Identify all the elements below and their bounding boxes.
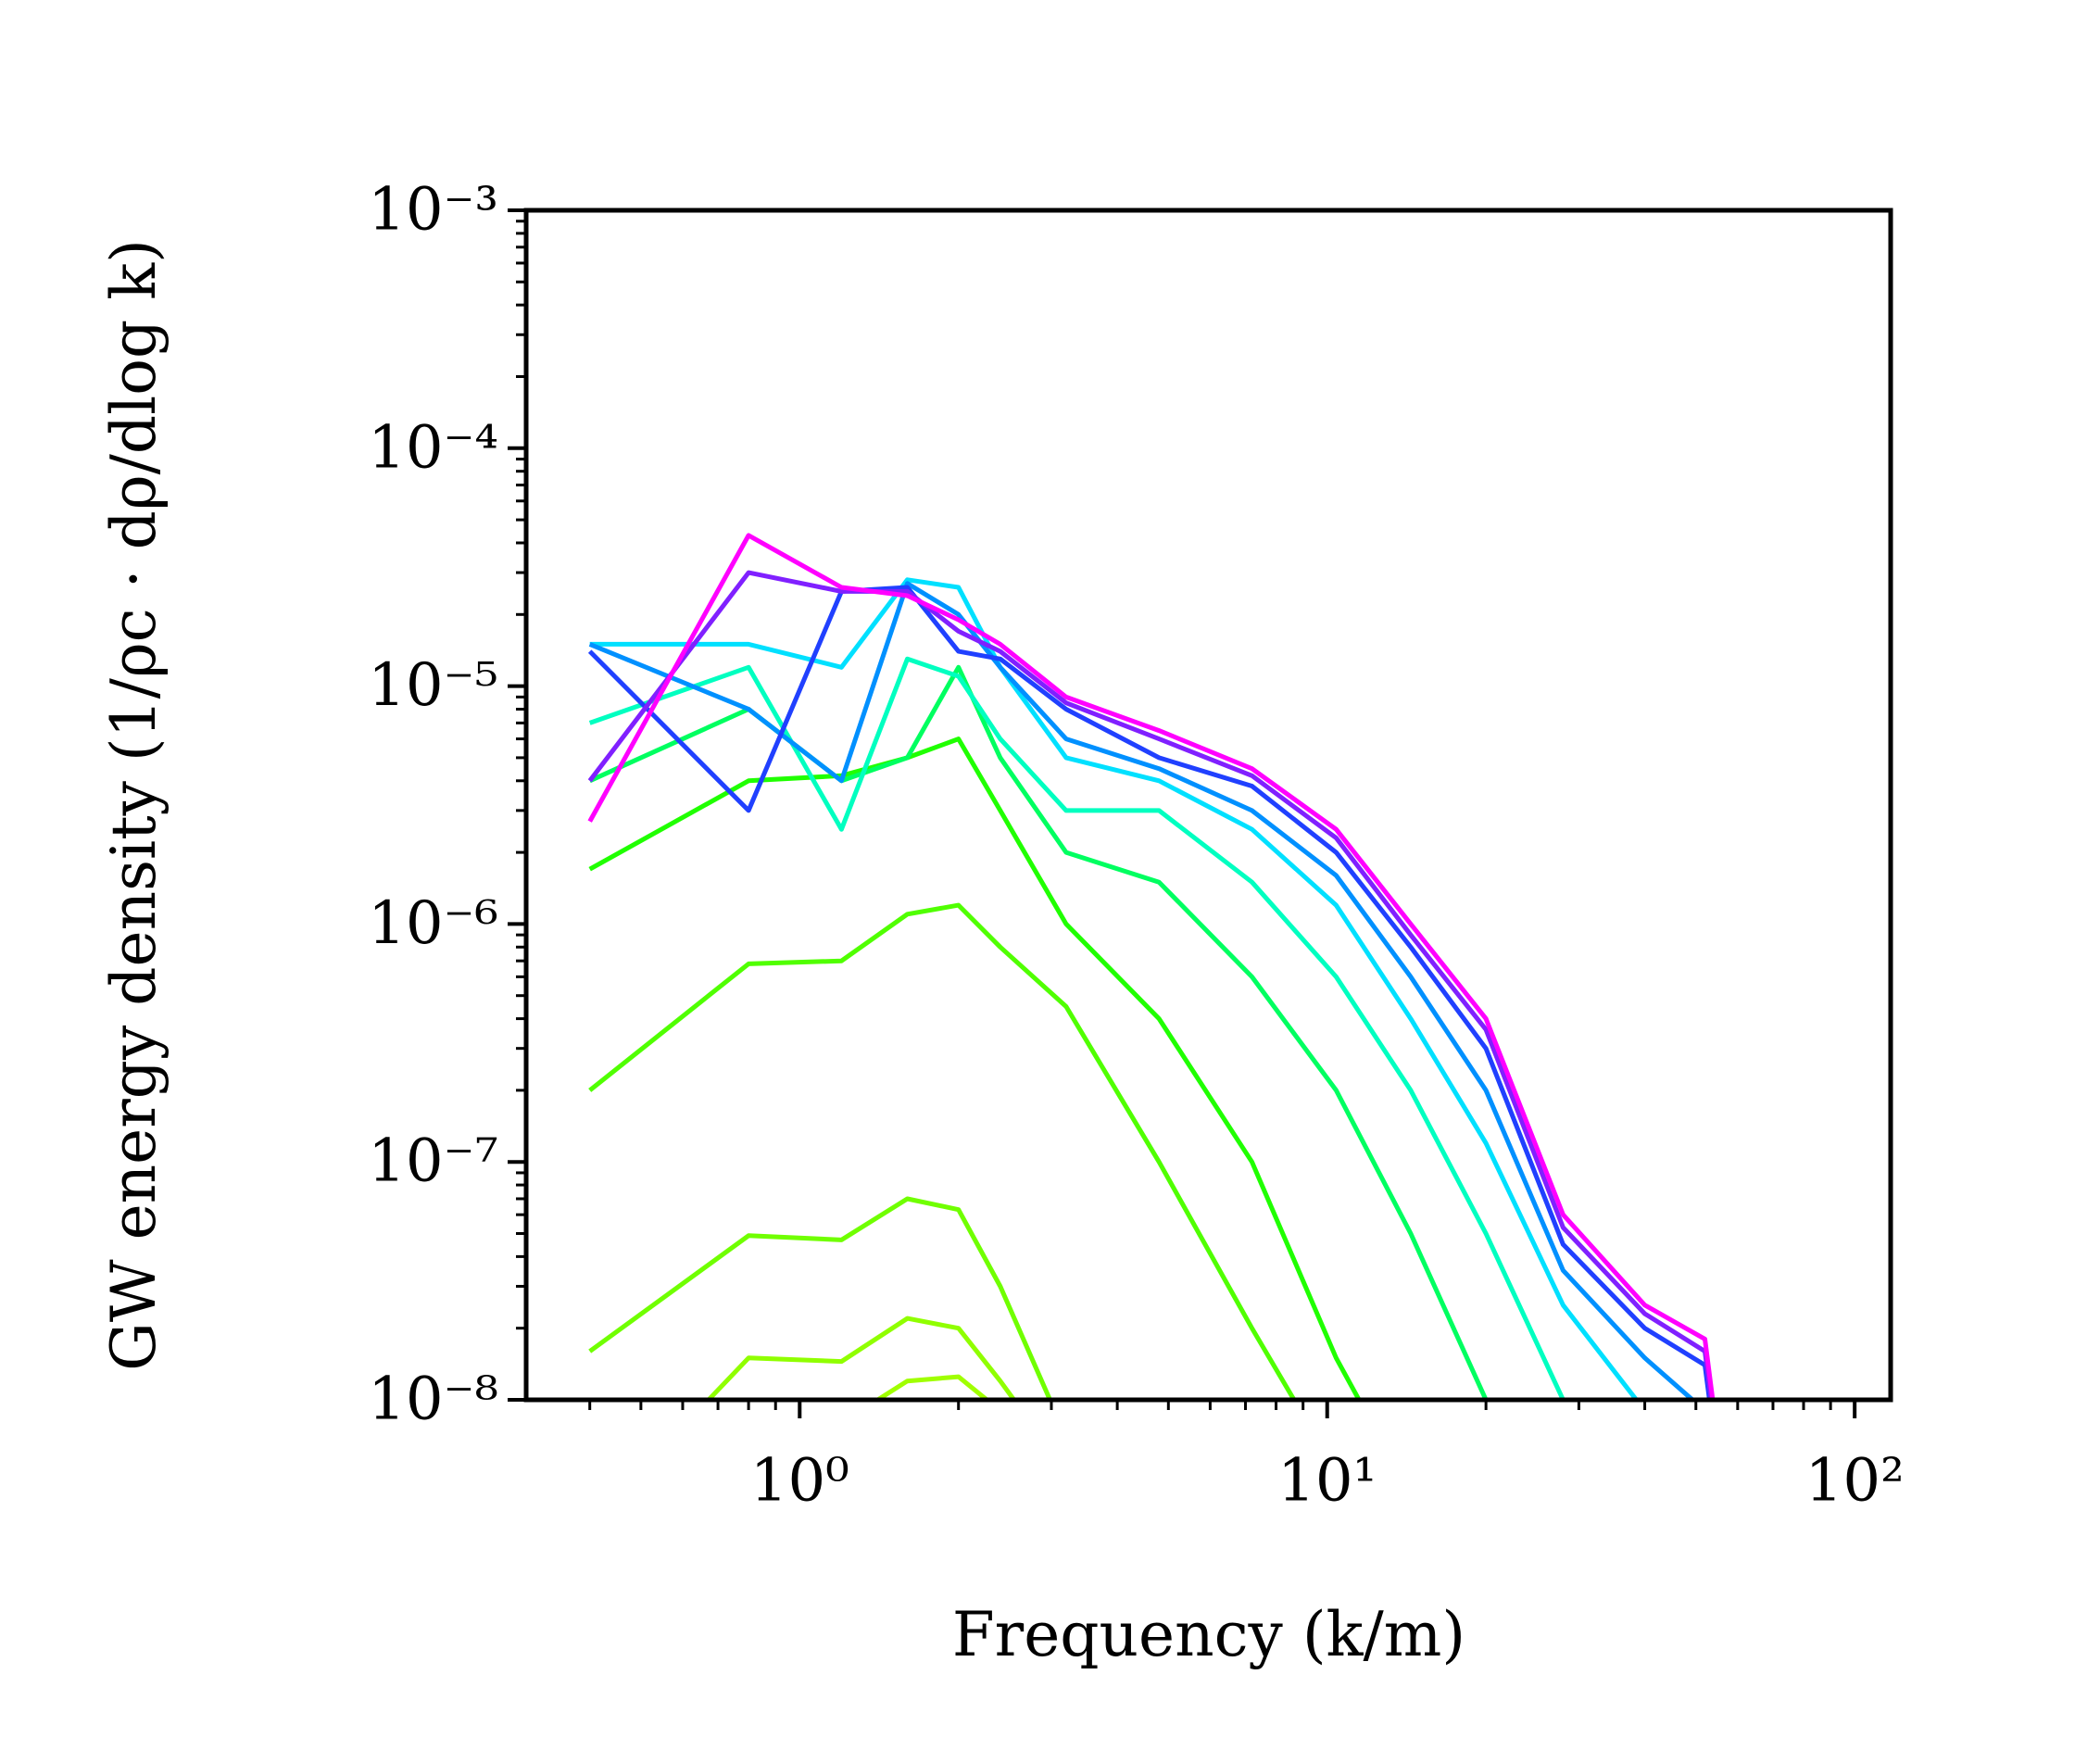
y-tick-label: 10⁻⁸	[368, 1366, 498, 1434]
series-line	[588, 902, 1297, 1400]
series-line	[587, 570, 1714, 1400]
series-line	[589, 577, 1640, 1400]
y-tick-label: 10⁻⁴	[368, 413, 498, 482]
x-tick-label: 10²	[1805, 1447, 1905, 1516]
axes-frame	[523, 208, 1893, 1403]
x-axis-label: Frequency (k/m)	[952, 1599, 1465, 1670]
plot-area	[587, 533, 1716, 1400]
y-tick-label: 10⁻⁶	[368, 889, 498, 958]
series-line	[588, 656, 1566, 1400]
y-tick-label: 10⁻⁷	[368, 1127, 498, 1196]
y-tick-label: 10⁻⁵	[368, 651, 498, 720]
series-line	[588, 581, 1696, 1400]
series-line	[587, 533, 1716, 1400]
y-axis-label: GW energy density (1/ρc · dρ/dlog k)	[98, 239, 170, 1371]
series-line	[588, 664, 1490, 1400]
x-tick-label: 10⁰	[750, 1447, 849, 1516]
series-line	[705, 1316, 1017, 1400]
series-line	[588, 737, 1362, 1400]
x-tick-label: 10¹	[1277, 1447, 1377, 1516]
series-line	[588, 1196, 1053, 1400]
y-tick-label: 10⁻³	[368, 176, 498, 245]
